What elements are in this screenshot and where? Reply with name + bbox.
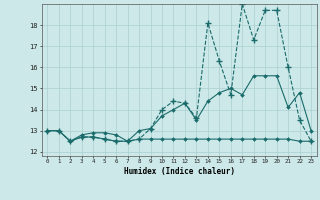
X-axis label: Humidex (Indice chaleur): Humidex (Indice chaleur) — [124, 167, 235, 176]
